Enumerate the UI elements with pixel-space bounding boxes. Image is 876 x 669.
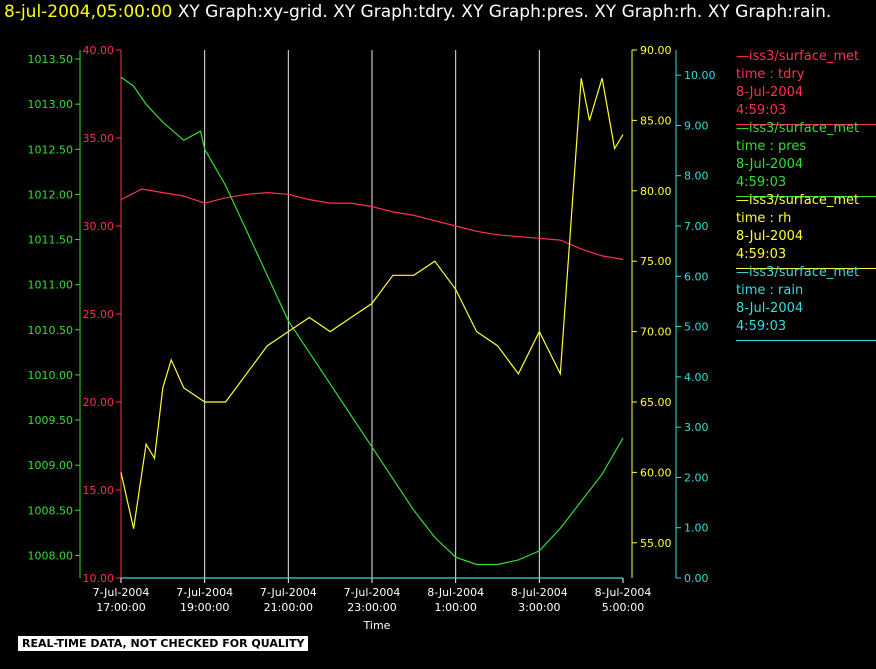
rh-tick-label: 55.00 <box>640 537 672 550</box>
pres-tick-label: 1009.50 <box>28 414 74 427</box>
pres-tick-label: 1012.50 <box>28 143 74 156</box>
rain-tick-label: 8.00 <box>684 170 709 183</box>
pres-tick-label: 1010.00 <box>28 369 74 382</box>
pres-tick-label: 1011.50 <box>28 234 74 247</box>
legend-name: —iss3/surface_met <box>736 265 860 280</box>
series-tdry-line <box>120 188 624 260</box>
quality-notice: REAL-TIME DATA, NOT CHECKED FOR QUALITY <box>18 636 309 651</box>
rh-tick-label: 70.00 <box>640 326 672 339</box>
rain-tick-label: 9.00 <box>684 119 709 132</box>
x-tick-time: 5:00:00 <box>602 601 644 614</box>
rain-tick-label: 1.00 <box>684 522 709 535</box>
x-tick-date: 8-Jul-2004 <box>511 586 568 599</box>
tdry-tick-label: 35.00 <box>83 132 115 145</box>
rh-tick-label: 75.00 <box>640 255 672 268</box>
tdry-tick-label: 30.00 <box>83 220 115 233</box>
rain-tick-label: 6.00 <box>684 270 709 283</box>
pres-tick-label: 1012.00 <box>28 188 74 201</box>
graph-list: XY Graph:xy-grid. XY Graph:tdry. XY Grap… <box>177 2 832 22</box>
legend-time: 4:59:03 <box>736 247 787 262</box>
x-tick-date: 7-Jul-2004 <box>93 586 150 599</box>
legend-date: 8-Jul-2004 <box>736 301 804 316</box>
rh-tick-label: 65.00 <box>640 396 672 409</box>
pres-tick-label: 1013.00 <box>28 98 74 111</box>
rain-tick-label: 2.00 <box>684 471 709 484</box>
x-tick-time: 17:00:00 <box>96 601 145 614</box>
legend-separator <box>736 268 876 269</box>
rain-tick-label: 4.00 <box>684 371 709 384</box>
legend-var: time : rh <box>736 211 792 226</box>
rain-tick-label: 5.00 <box>684 321 709 334</box>
x-tick-date: 8-Jul-2004 <box>595 586 652 599</box>
legend-name: —iss3/surface_met <box>736 121 860 136</box>
x-tick-date: 7-Jul-2004 <box>260 586 317 599</box>
x-tick-time: 23:00:00 <box>347 601 396 614</box>
legend-var: time : rain <box>736 283 804 298</box>
legend-separator <box>736 124 876 125</box>
pres-tick-label: 1011.00 <box>28 279 74 292</box>
pres-tick-label: 1008.50 <box>28 504 74 517</box>
tdry-tick-label: 15.00 <box>83 484 115 497</box>
timestamp: 8-jul-2004,05:00:00 <box>4 2 173 22</box>
pres-tick-label: 1009.00 <box>28 459 74 472</box>
rain-tick-label: 7.00 <box>684 220 709 233</box>
rain-tick-label: 10.00 <box>684 69 716 82</box>
rh-tick-label: 90.00 <box>640 44 672 57</box>
header-title: 8-jul-2004,05:00:00 XY Graph:xy-grid. XY… <box>4 2 831 22</box>
x-tick-date: 8-Jul-2004 <box>427 586 484 599</box>
pres-tick-label: 1013.50 <box>28 53 74 66</box>
legend-time: 4:59:03 <box>736 103 787 118</box>
rh-tick-label: 60.00 <box>640 466 672 479</box>
x-tick-time: 21:00:00 <box>264 601 313 614</box>
legend-var: time : tdry <box>736 67 805 82</box>
legend-date: 8-Jul-2004 <box>736 229 804 244</box>
tdry-tick-label: 25.00 <box>83 308 115 321</box>
series-rh-line <box>120 78 624 529</box>
tdry-tick-label: 40.00 <box>83 44 115 57</box>
x-tick-time: 1:00:00 <box>434 601 476 614</box>
series-pres-line <box>120 76 624 566</box>
x-tick-time: 19:00:00 <box>180 601 229 614</box>
legend-var: time : pres <box>736 139 807 154</box>
rain-tick-label: 0.00 <box>684 572 709 585</box>
rh-tick-label: 80.00 <box>640 185 672 198</box>
x-axis-label: Time <box>363 619 391 632</box>
pres-tick-label: 1010.50 <box>28 324 74 337</box>
legend-separator <box>736 196 876 197</box>
x-tick-time: 3:00:00 <box>518 601 560 614</box>
legend-separator <box>736 340 876 341</box>
tdry-tick-label: 10.00 <box>83 572 115 585</box>
x-tick-date: 7-Jul-2004 <box>344 586 401 599</box>
pres-tick-label: 1008.00 <box>28 549 74 562</box>
legend-time: 4:59:03 <box>736 175 787 190</box>
legend-name: —iss3/surface_met <box>736 49 860 64</box>
x-tick-date: 7-Jul-2004 <box>176 586 233 599</box>
legend-name: —iss3/surface_met <box>736 193 860 208</box>
rh-tick-label: 85.00 <box>640 114 672 127</box>
rain-tick-label: 3.00 <box>684 421 709 434</box>
legend-date: 8-Jul-2004 <box>736 85 804 100</box>
legend-time: 4:59:03 <box>736 319 787 334</box>
tdry-tick-label: 20.00 <box>83 396 115 409</box>
legend-date: 8-Jul-2004 <box>736 157 804 172</box>
